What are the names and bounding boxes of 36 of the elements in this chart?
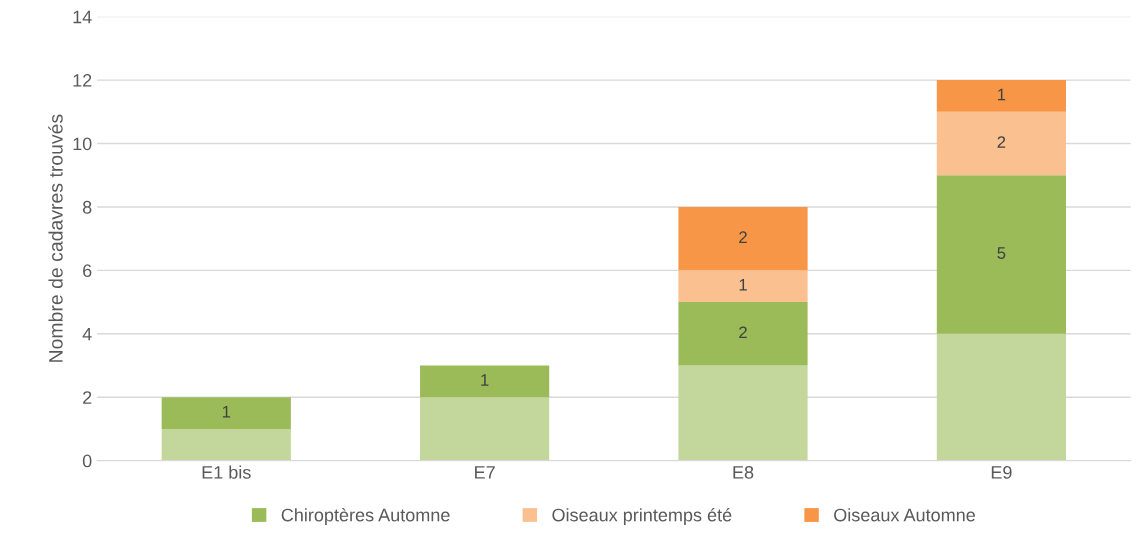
bar bbox=[161, 397, 291, 429]
legend-label: Oiseaux Automne bbox=[834, 508, 975, 522]
y-tick-label: 14 bbox=[73, 10, 92, 24]
data-label: 2 bbox=[739, 326, 747, 339]
y-tick-label: 10 bbox=[73, 137, 92, 151]
data-label: 2 bbox=[997, 136, 1006, 148]
x-tick-label: E1 bis bbox=[202, 465, 251, 479]
data-label: 5 bbox=[997, 247, 1006, 259]
bar bbox=[420, 397, 550, 461]
bar bbox=[161, 428, 291, 461]
bar bbox=[678, 365, 808, 461]
y-tick-label: 4 bbox=[82, 327, 92, 341]
y-tick-label: 12 bbox=[73, 74, 92, 87]
bar bbox=[936, 333, 1066, 461]
y-tick-label: 8 bbox=[82, 200, 92, 214]
y-tick-label: 0 bbox=[82, 454, 92, 468]
bar bbox=[678, 206, 808, 271]
data-label: 1 bbox=[998, 88, 1006, 101]
x-tick-label: E9 bbox=[991, 465, 1012, 479]
bar bbox=[678, 270, 808, 303]
y-tick-label: 2 bbox=[83, 391, 92, 404]
data-label: 2 bbox=[739, 231, 747, 243]
bar bbox=[678, 302, 808, 366]
legend-label: Oiseaux printemps été bbox=[552, 507, 732, 526]
data-label: 1 bbox=[739, 279, 747, 291]
y-tick-label: 6 bbox=[83, 264, 92, 278]
bar bbox=[936, 111, 1066, 176]
y-axis-title: Nombre de cadavres trouvés bbox=[48, 114, 63, 362]
data-label: 1 bbox=[222, 405, 231, 418]
legend-label: Chiroptères Automne bbox=[281, 507, 450, 526]
x-tick-label: E7 bbox=[475, 466, 495, 479]
data-label: 1 bbox=[481, 374, 489, 386]
bar bbox=[420, 365, 550, 398]
bar bbox=[936, 80, 1066, 112]
bar bbox=[936, 175, 1066, 334]
x-tick-label: E8 bbox=[733, 465, 754, 479]
